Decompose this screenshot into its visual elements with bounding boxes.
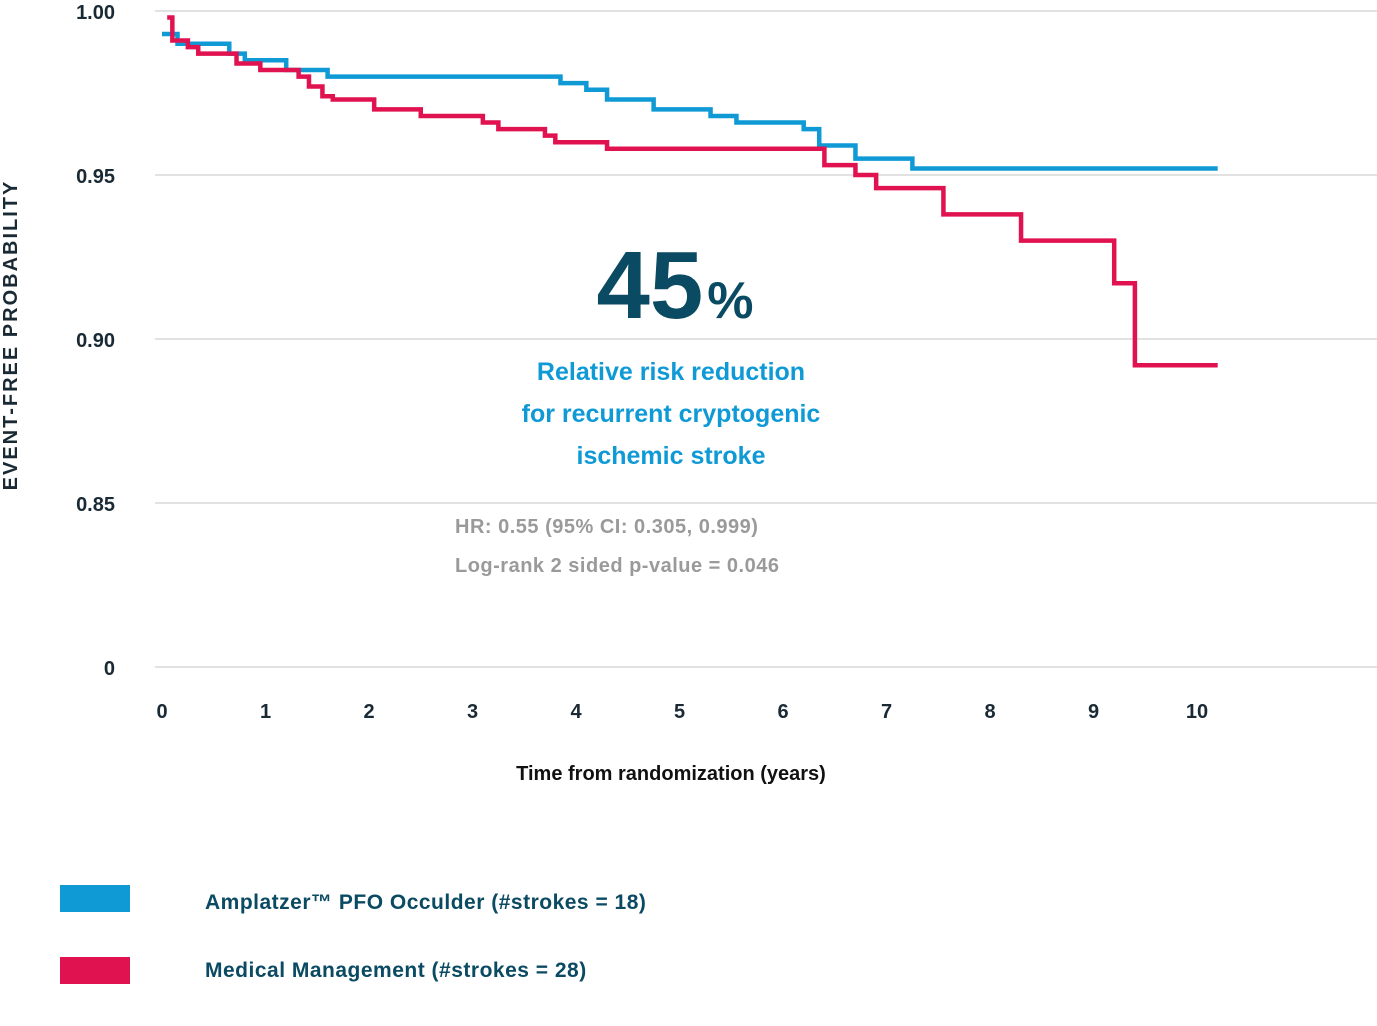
x-tick-label: 0	[156, 701, 167, 723]
x-tick-label: 7	[881, 701, 892, 723]
hazard-ratio-text: HR: 0.55 (95% CI: 0.305, 0.999)	[455, 516, 758, 538]
legend-label-medical: Medical Management (#strokes = 28)	[205, 959, 587, 982]
legend-label-amplatzer: Amplatzer™ PFO Occulder (#strokes = 18)	[205, 891, 646, 914]
x-tick-label: 10	[1186, 701, 1208, 723]
caption-line: ischemic stroke	[577, 442, 766, 470]
p-value-text: Log-rank 2 sided p-value = 0.046	[455, 555, 779, 577]
y-axis-label: EVENT-FREE PROBABILITY	[0, 180, 22, 491]
legend-swatch-medical	[60, 957, 130, 984]
y-tick-label: 0.95	[76, 166, 115, 188]
y-tick-labels: 1.00 0.95 0.90 0.85 0	[76, 2, 115, 680]
series-line-amplatzer	[162, 31, 1218, 171]
legend: Amplatzer™ PFO Occulder (#strokes = 18) …	[60, 885, 646, 984]
legend-swatch-amplatzer	[60, 885, 130, 912]
y-tick-label: 0.85	[76, 494, 115, 516]
x-tick-label: 2	[363, 701, 374, 723]
x-tick-label: 9	[1088, 701, 1099, 723]
y-tick-label: 0.90	[76, 330, 115, 352]
y-tick-label: 1.00	[76, 2, 115, 24]
caption-line: Relative risk reduction	[537, 358, 805, 386]
big-stat-number: 45	[596, 232, 703, 339]
big-stat-percent: %	[707, 272, 753, 330]
caption-line: for recurrent cryptogenic	[522, 400, 821, 428]
risk-reduction-annotation: 45% Relative risk reduction for recurren…	[455, 232, 820, 577]
x-tick-label: 8	[984, 701, 995, 723]
gridlines	[155, 10, 1377, 668]
series-line-medical	[167, 15, 1218, 368]
x-tick-label: 3	[467, 701, 478, 723]
x-tick-label: 5	[674, 701, 685, 723]
x-tick-label: 1	[260, 701, 271, 723]
x-tick-labels: 0 1 2 3 4 5 6 7 8 9 10	[156, 701, 1208, 723]
x-tick-label: 6	[777, 701, 788, 723]
x-axis-label: Time from randomization (years)	[516, 763, 826, 785]
y-tick-label: 0	[104, 658, 115, 680]
x-tick-label: 4	[570, 701, 582, 723]
series-lines	[162, 15, 1218, 368]
big-stat: 45%	[596, 232, 753, 339]
